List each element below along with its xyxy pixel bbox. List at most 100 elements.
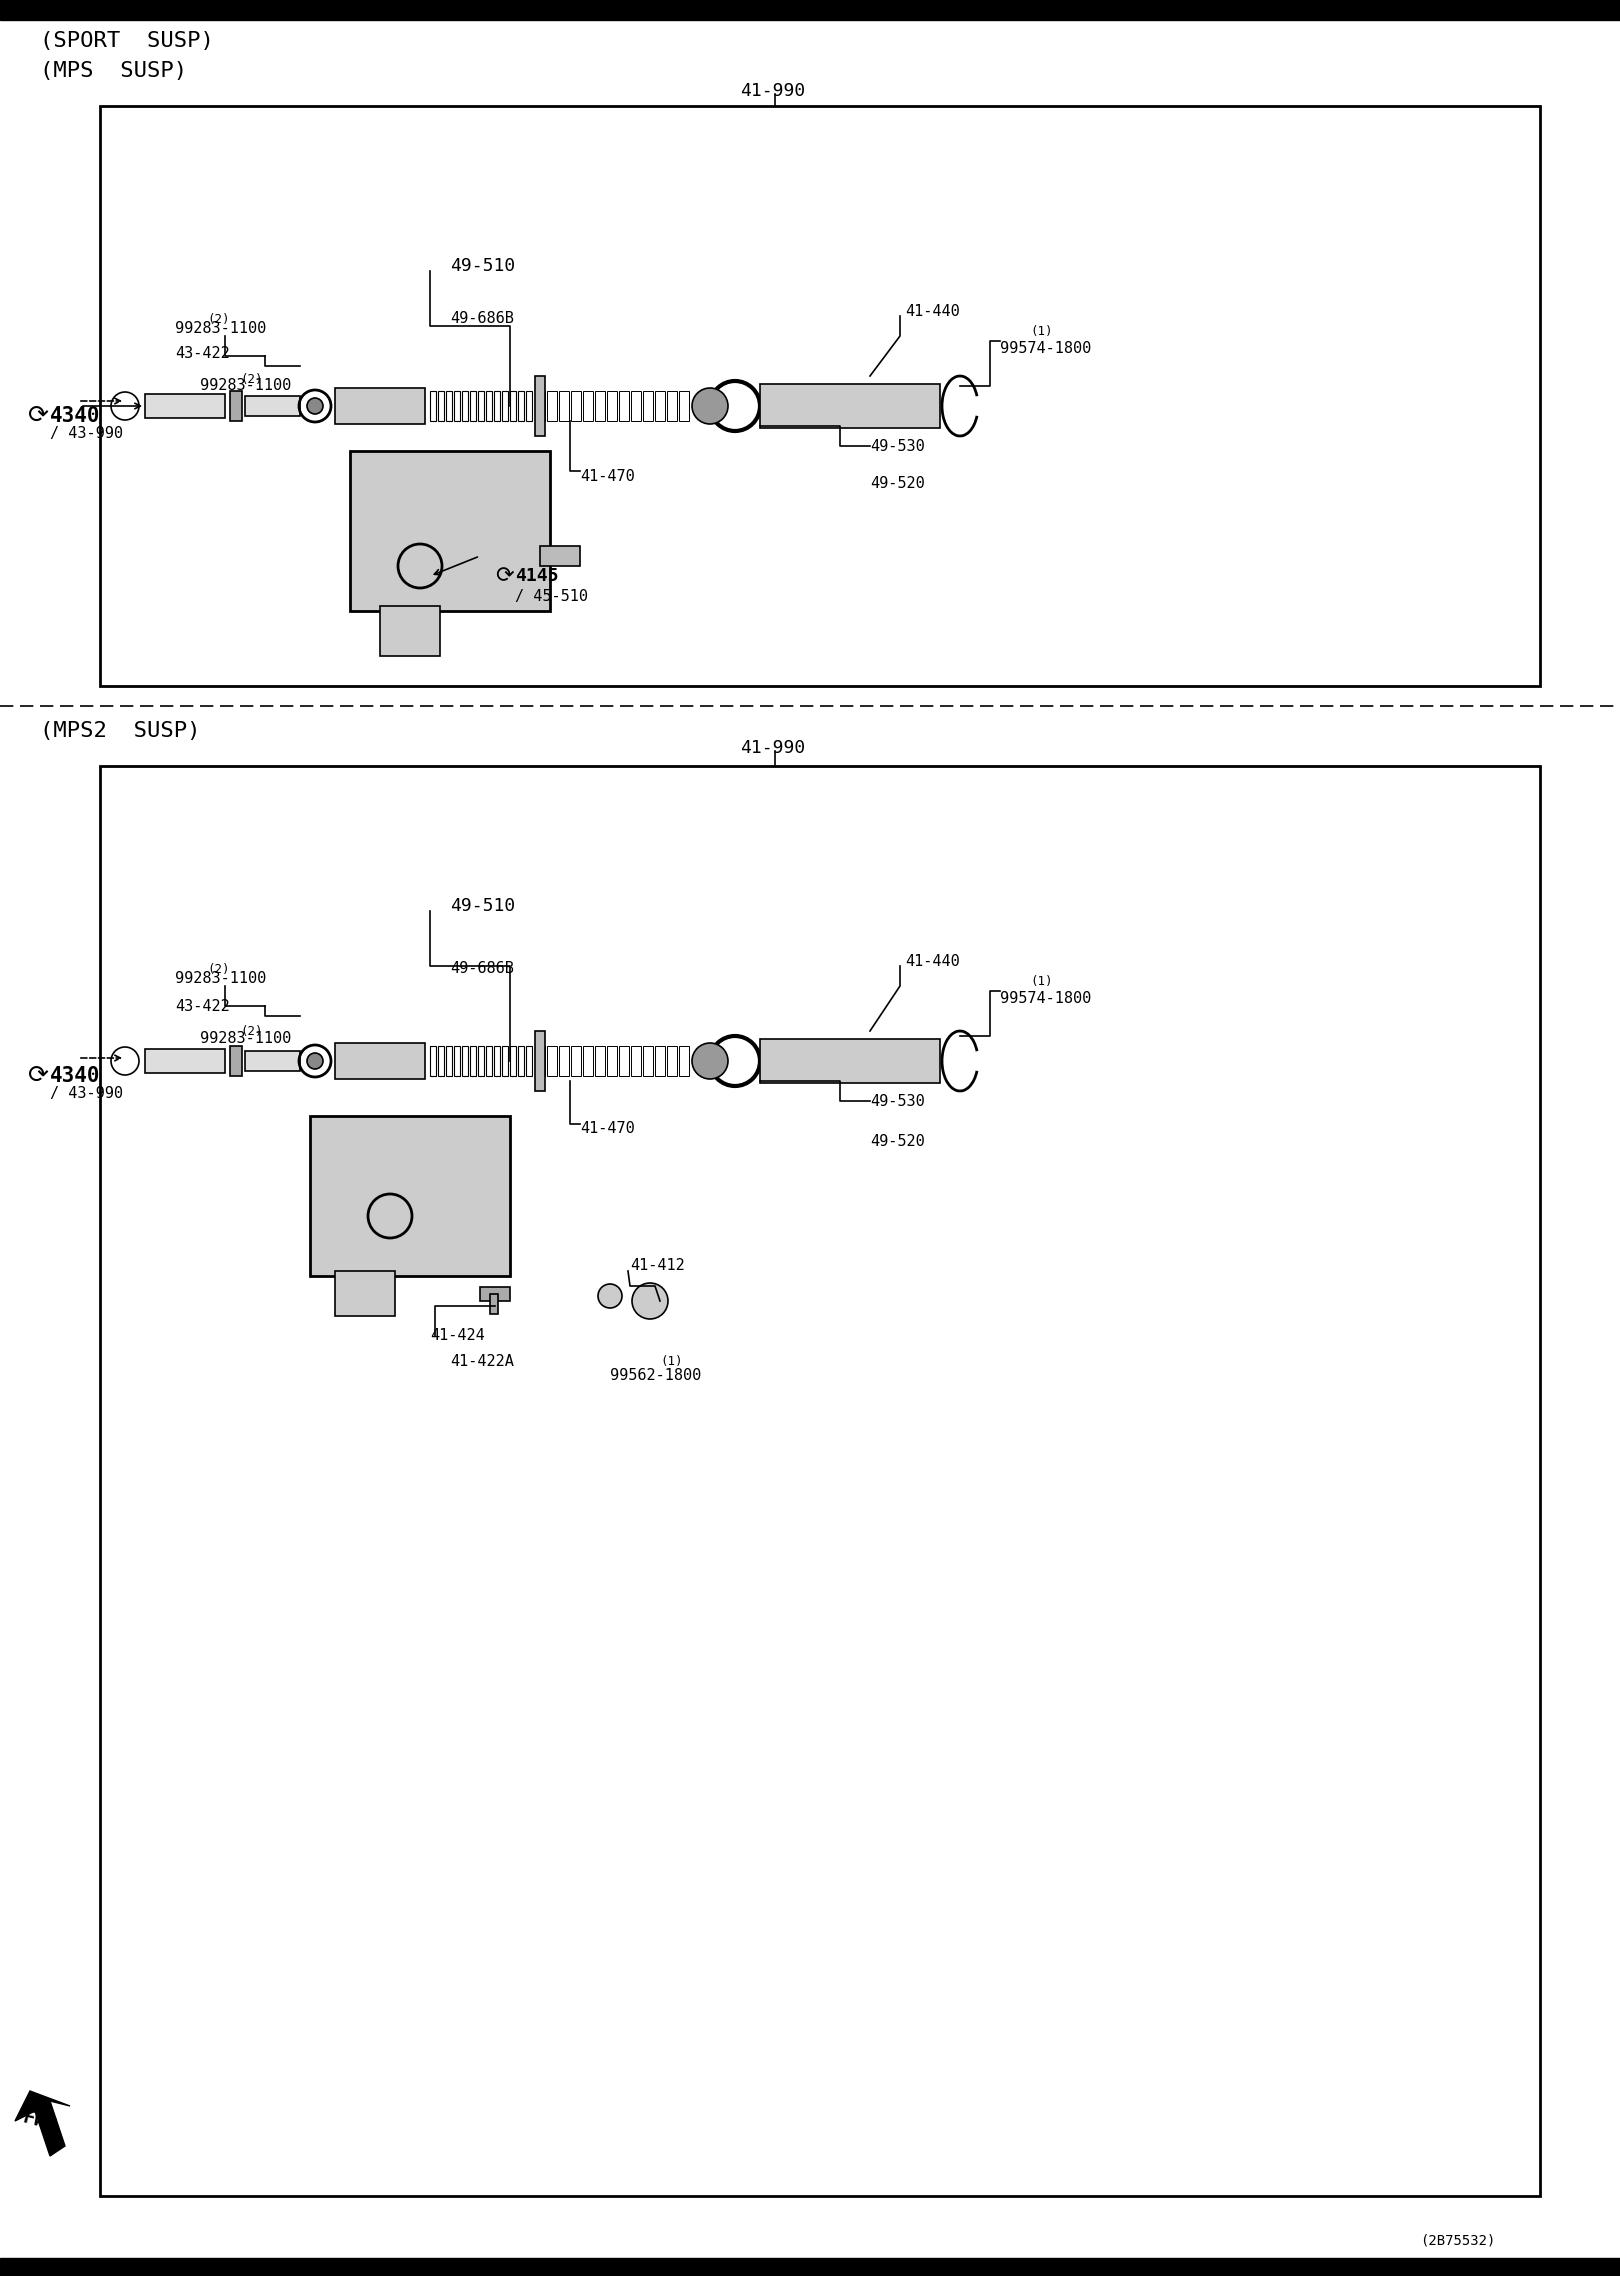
Bar — [230, 1047, 241, 1077]
Text: (2): (2) — [240, 1024, 262, 1038]
Bar — [230, 391, 241, 421]
Bar — [429, 391, 436, 421]
Text: 41-412: 41-412 — [630, 1259, 685, 1275]
Text: 4145: 4145 — [515, 567, 559, 585]
Bar — [619, 1047, 629, 1077]
Bar — [454, 391, 460, 421]
Circle shape — [692, 387, 727, 423]
Bar — [643, 1047, 653, 1077]
Bar — [583, 391, 593, 421]
Bar — [760, 1040, 940, 1083]
Text: 49-530: 49-530 — [870, 439, 925, 453]
Bar — [632, 1047, 642, 1077]
Bar — [502, 1047, 509, 1077]
Bar — [494, 391, 501, 421]
Bar — [526, 391, 531, 421]
Bar — [679, 391, 688, 421]
Circle shape — [598, 1284, 622, 1309]
Text: 4340: 4340 — [50, 1065, 100, 1086]
Text: 41-422A: 41-422A — [450, 1354, 514, 1368]
Bar — [100, 767, 1541, 2196]
Text: 49-530: 49-530 — [870, 1092, 925, 1108]
Text: 99283-1100: 99283-1100 — [175, 972, 266, 986]
Text: 43-422: 43-422 — [175, 999, 230, 1015]
Text: (MPS  SUSP): (MPS SUSP) — [40, 61, 188, 82]
Text: (MPS2  SUSP): (MPS2 SUSP) — [40, 721, 201, 742]
Bar — [539, 546, 580, 567]
Circle shape — [308, 398, 322, 414]
Text: ⟳: ⟳ — [28, 405, 49, 428]
Text: 99283-1100: 99283-1100 — [199, 1031, 292, 1047]
Bar — [535, 1031, 544, 1090]
Text: 99283-1100: 99283-1100 — [199, 378, 292, 394]
Bar — [454, 1047, 460, 1077]
Text: 49-510: 49-510 — [450, 257, 515, 275]
Bar — [535, 376, 544, 437]
Bar — [608, 391, 617, 421]
Text: 41-470: 41-470 — [580, 469, 635, 483]
Bar — [559, 391, 569, 421]
Bar — [632, 391, 642, 421]
Bar — [583, 1047, 593, 1077]
Bar — [654, 391, 664, 421]
Text: 49-510: 49-510 — [450, 897, 515, 915]
Bar — [535, 391, 544, 421]
Text: 99283-1100: 99283-1100 — [175, 321, 266, 337]
Bar — [381, 605, 441, 655]
Circle shape — [632, 1284, 667, 1320]
Text: FWD: FWD — [19, 2108, 58, 2135]
Text: / 45-510: / 45-510 — [515, 589, 588, 603]
Polygon shape — [15, 2092, 70, 2155]
Bar — [0, 0, 1620, 20]
Bar — [100, 107, 1541, 685]
Bar — [559, 1047, 569, 1077]
Text: (SPORT  SUSP): (SPORT SUSP) — [40, 32, 214, 50]
Bar — [548, 1047, 557, 1077]
Text: 49-520: 49-520 — [870, 476, 925, 492]
Bar — [667, 391, 677, 421]
Text: (2B75532): (2B75532) — [1421, 2235, 1495, 2249]
Bar — [146, 1049, 225, 1072]
Text: 41-470: 41-470 — [580, 1120, 635, 1136]
Bar — [486, 391, 492, 421]
Bar — [429, 1047, 436, 1077]
Bar — [654, 1047, 664, 1077]
Bar — [462, 391, 468, 421]
Text: (1): (1) — [659, 1354, 682, 1368]
Bar — [535, 1047, 544, 1077]
Text: (2): (2) — [207, 963, 230, 976]
Bar — [478, 1047, 484, 1077]
Bar — [245, 396, 300, 417]
Text: (1): (1) — [1030, 325, 1053, 337]
Text: 99562-1800: 99562-1800 — [611, 1368, 701, 1384]
Bar — [548, 391, 557, 421]
Bar — [667, 1047, 677, 1077]
Text: / 43-990: / 43-990 — [50, 1086, 123, 1102]
Bar — [470, 391, 476, 421]
Bar — [608, 1047, 617, 1077]
Text: 41-424: 41-424 — [429, 1329, 484, 1343]
Text: 41-440: 41-440 — [906, 954, 959, 970]
Bar — [510, 391, 517, 421]
Text: (2): (2) — [240, 373, 262, 387]
Bar — [446, 1047, 452, 1077]
Bar — [502, 391, 509, 421]
Text: 41-990: 41-990 — [740, 740, 805, 758]
Bar — [570, 391, 582, 421]
Bar — [619, 391, 629, 421]
Bar — [437, 391, 444, 421]
Bar — [486, 1047, 492, 1077]
Bar — [335, 1042, 424, 1079]
Text: 49-520: 49-520 — [870, 1133, 925, 1149]
Bar — [335, 387, 424, 423]
Text: (1): (1) — [1030, 974, 1053, 988]
Bar — [643, 391, 653, 421]
Bar — [595, 391, 604, 421]
Bar — [526, 1047, 531, 1077]
Bar — [245, 1052, 300, 1072]
Circle shape — [308, 1054, 322, 1070]
Text: 99574-1800: 99574-1800 — [1000, 341, 1092, 355]
Bar — [437, 1047, 444, 1077]
Bar — [518, 391, 523, 421]
Text: 41-440: 41-440 — [906, 303, 959, 319]
